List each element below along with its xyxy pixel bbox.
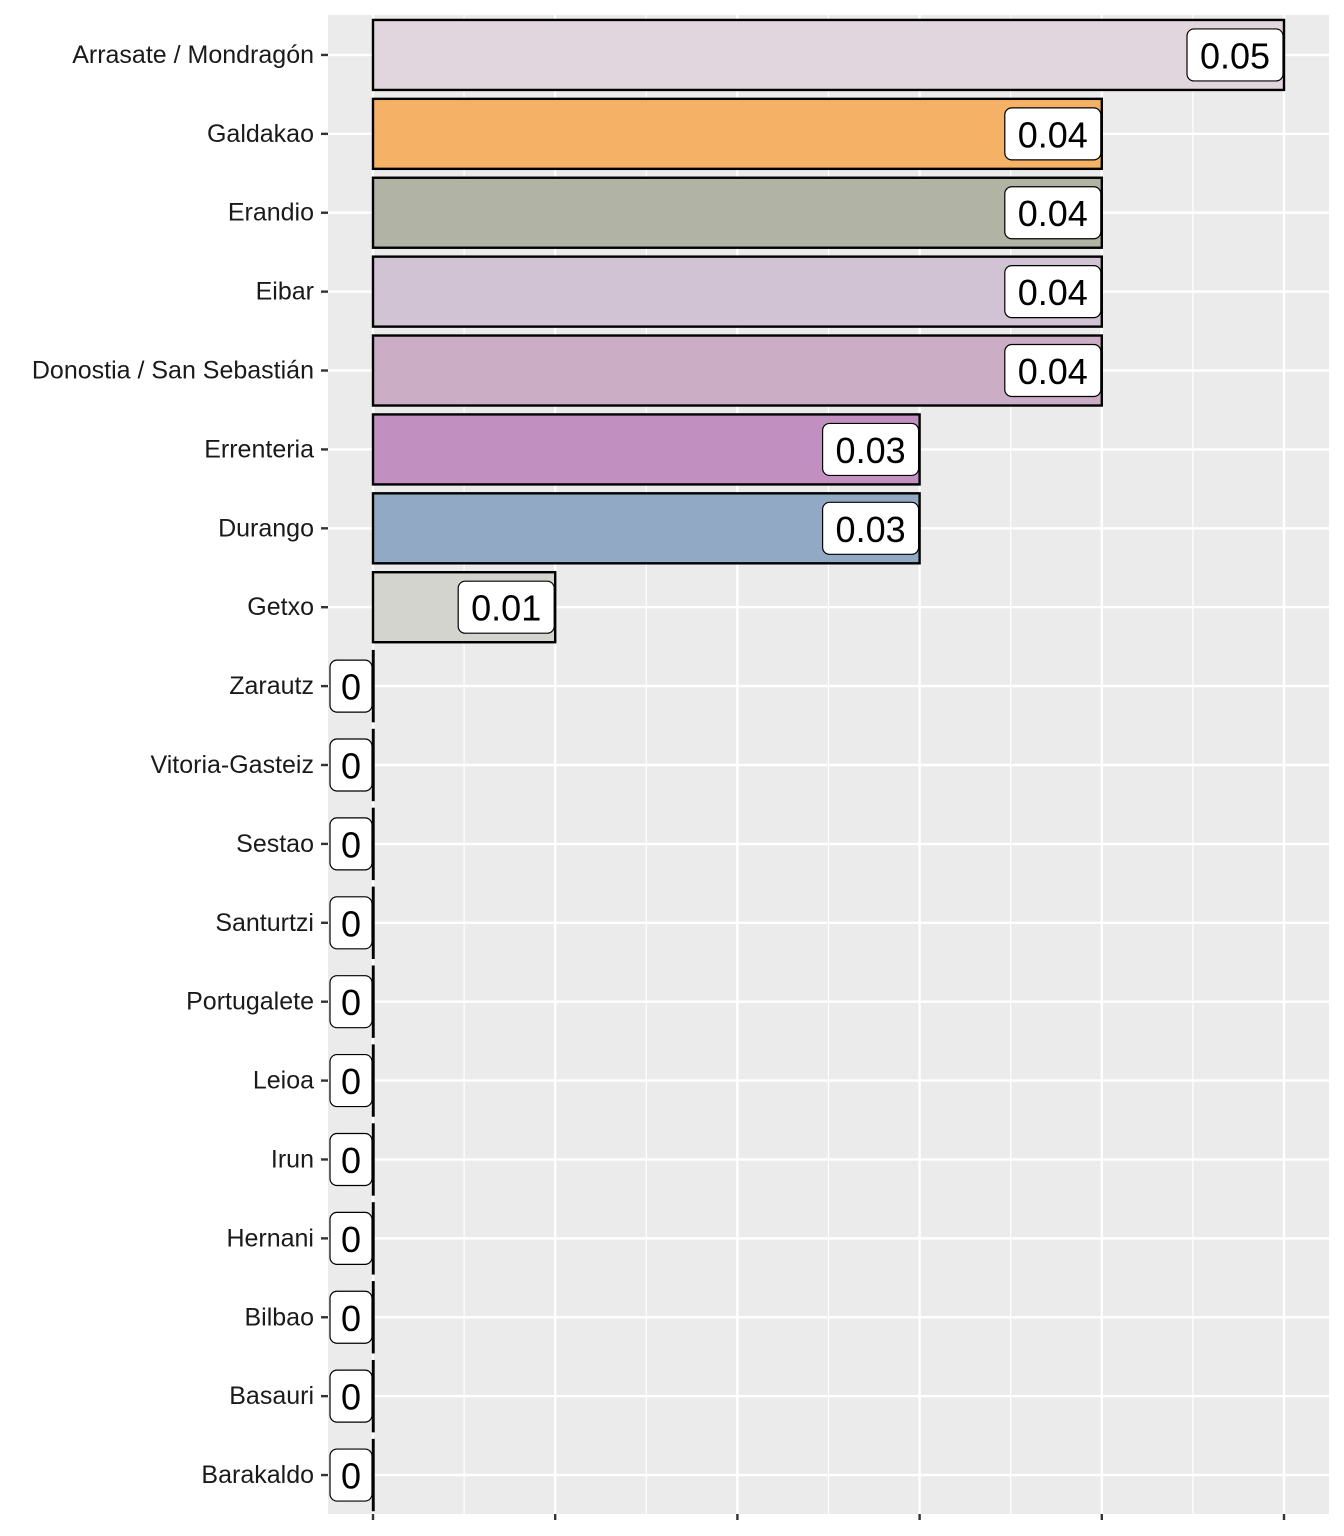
category-label: Eibar — [256, 278, 314, 306]
data-label: 0 — [341, 982, 361, 1023]
data-label-box — [329, 1053, 373, 1108]
data-label: 0 — [341, 824, 361, 865]
data-label-box — [1004, 186, 1102, 240]
data-label: 0.03 — [836, 430, 906, 471]
bar — [371, 649, 375, 723]
category-label: Barakaldo — [201, 1461, 314, 1489]
bar — [371, 1044, 375, 1117]
bar — [371, 728, 375, 802]
category-label: Portugalete — [186, 988, 314, 1016]
bar — [371, 1359, 375, 1433]
bar — [371, 1202, 375, 1275]
data-label: 0.04 — [1018, 351, 1088, 392]
y-axis: Arrasate / Mondragón Galdakao Erandio Eibar… — [32, 41, 328, 1489]
data-label-box — [821, 501, 920, 555]
category-label: Getxo — [247, 593, 314, 621]
data-label-box — [329, 896, 373, 950]
bar — [371, 255, 1103, 328]
bar — [371, 886, 375, 959]
category-label: Vitoria-Gasteiz — [151, 751, 315, 779]
bar — [371, 1123, 375, 1196]
category-label: Erandio — [228, 199, 314, 227]
data-label: 0.04 — [1018, 272, 1088, 313]
category-label: Santurtzi — [215, 909, 314, 937]
data-label-box — [329, 1448, 373, 1502]
category-label: Leioa — [253, 1067, 314, 1095]
data-label-box — [329, 975, 373, 1029]
data-label-box — [329, 738, 373, 792]
data-label-box — [1004, 343, 1102, 398]
data-label: 0 — [341, 746, 361, 787]
data-label-box — [329, 1211, 373, 1265]
data-label-box — [329, 659, 373, 713]
category-label: Donostia / San Sebastián — [32, 357, 314, 385]
bar — [371, 1438, 375, 1512]
data-label-box — [329, 1132, 373, 1187]
category-label: Sestao — [236, 830, 314, 858]
data-label: 0 — [341, 1377, 361, 1418]
data-label: 0 — [341, 1298, 361, 1339]
data-label: 0 — [341, 1061, 361, 1102]
data-label: 0 — [341, 1140, 361, 1181]
data-label: 0.04 — [1018, 114, 1088, 155]
category-label: Irun — [271, 1145, 314, 1173]
category-label: Arrasate / Mondragón — [72, 41, 314, 69]
category-label: Galdakao — [207, 120, 314, 148]
data-label-box — [821, 422, 920, 477]
bar — [371, 334, 1103, 407]
data-label: 0.03 — [836, 509, 906, 550]
data-label: 0 — [341, 1456, 361, 1497]
x-axis — [371, 1514, 1286, 1520]
bar — [371, 18, 1286, 92]
bar — [371, 807, 375, 881]
category-label: Zarautz — [229, 672, 314, 700]
data-label: 0.04 — [1018, 193, 1088, 234]
data-label-box — [1004, 265, 1102, 319]
data-label: 0 — [341, 667, 361, 708]
category-label: Hernani — [226, 1224, 314, 1252]
data-label-box — [329, 817, 373, 871]
category-label: Bilbao — [245, 1303, 315, 1331]
data-label-box — [329, 1290, 373, 1344]
category-label: Durango — [218, 514, 314, 542]
category-label: Errenteria — [204, 435, 314, 463]
data-label-box — [1004, 107, 1102, 161]
data-labels: 0.05 0.04 0.04 0.04 0.04 0.03 0.03 0.01 0 0 0 0 0 0 0 0… — [329, 28, 1284, 1502]
data-label: 0 — [341, 1219, 361, 1260]
data-label-box — [457, 580, 555, 634]
data-label: 0.05 — [1200, 35, 1270, 76]
bar — [371, 97, 1103, 171]
data-label-box — [329, 1369, 373, 1423]
data-label: 0.01 — [471, 588, 541, 629]
data-label: 0 — [341, 903, 361, 944]
data-label-box — [1186, 28, 1284, 82]
bar — [371, 176, 1103, 249]
category-label: Basauri — [229, 1382, 314, 1410]
bar — [371, 1281, 375, 1354]
bar — [371, 965, 375, 1038]
